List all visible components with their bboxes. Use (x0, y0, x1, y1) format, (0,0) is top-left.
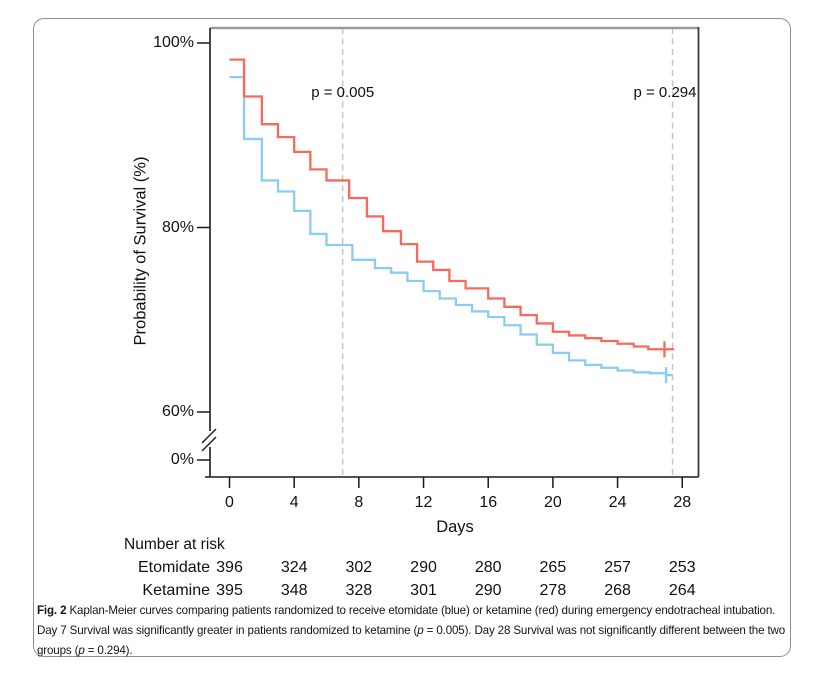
nar-value: 328 (345, 582, 373, 599)
axis-break-slash (201, 436, 217, 452)
nar-value: 348 (280, 582, 308, 599)
x-tick-label: 0 (225, 494, 234, 511)
y-tick-label: 60% (161, 403, 194, 420)
y-tick-label: 80% (161, 218, 194, 236)
nar-value: 278 (539, 582, 567, 599)
x-tick-label: 8 (354, 494, 364, 511)
nar-value: 395 (216, 582, 243, 599)
y-axis-title: Probability of Survival (%) (131, 156, 150, 346)
caption-text-2: = 0.005). Day 28 Survival was not signif… (37, 624, 786, 658)
p-value-day28-annotation: p = 0.294 (633, 84, 697, 101)
axis-break-gap (205, 431, 215, 447)
survival-curve-etomidate (229, 75, 673, 377)
x-tick-label: 24 (608, 494, 627, 511)
x-tick-label: 20 (543, 494, 562, 511)
figure-border-box (33, 18, 791, 657)
y-tick-label: 100% (153, 34, 194, 51)
nar-row-label-etomidate: Etomidate (137, 559, 210, 576)
nar-row-label-ketamine: Ketamine (142, 582, 210, 599)
y-tick-label: 0% (170, 451, 194, 468)
x-tick-label: 28 (673, 494, 692, 511)
p-value-day7-annotation: p = 0.005 (311, 84, 375, 101)
nar-value: 302 (345, 559, 373, 576)
caption-text-3: = 0.294). (84, 644, 133, 658)
caption-fig-label: Fig. 2 (37, 604, 67, 617)
nar-value: 290 (410, 559, 437, 576)
x-tick-label: 12 (414, 494, 433, 511)
nar-value: 268 (604, 582, 631, 599)
axis-break-slash (201, 428, 217, 444)
figure-caption: Fig. 2 Kaplan-Meier curves comparing pat… (37, 601, 789, 662)
nar-value: 265 (539, 559, 567, 576)
nar-value: 280 (474, 559, 502, 576)
nar-value: 290 (474, 582, 502, 599)
nar-value: 396 (216, 559, 243, 576)
caption-text-1: Kaplan-Meier curves comparing patients r… (37, 604, 776, 638)
nar-value: 301 (410, 582, 437, 599)
x-tick-label: 4 (289, 494, 299, 511)
nar-value: 257 (604, 559, 631, 576)
nar-value: 253 (668, 559, 696, 576)
nar-value: 324 (280, 559, 308, 576)
x-axis-title: Days (436, 518, 474, 536)
caption-p-italic-1: p (417, 624, 424, 638)
number-at-risk-header: Number at risk (124, 536, 225, 553)
caption-p-italic-2: p (78, 644, 85, 658)
x-tick-label: 16 (479, 494, 498, 511)
survival-curve-ketamine (229, 58, 675, 351)
nar-value: 264 (668, 582, 696, 599)
